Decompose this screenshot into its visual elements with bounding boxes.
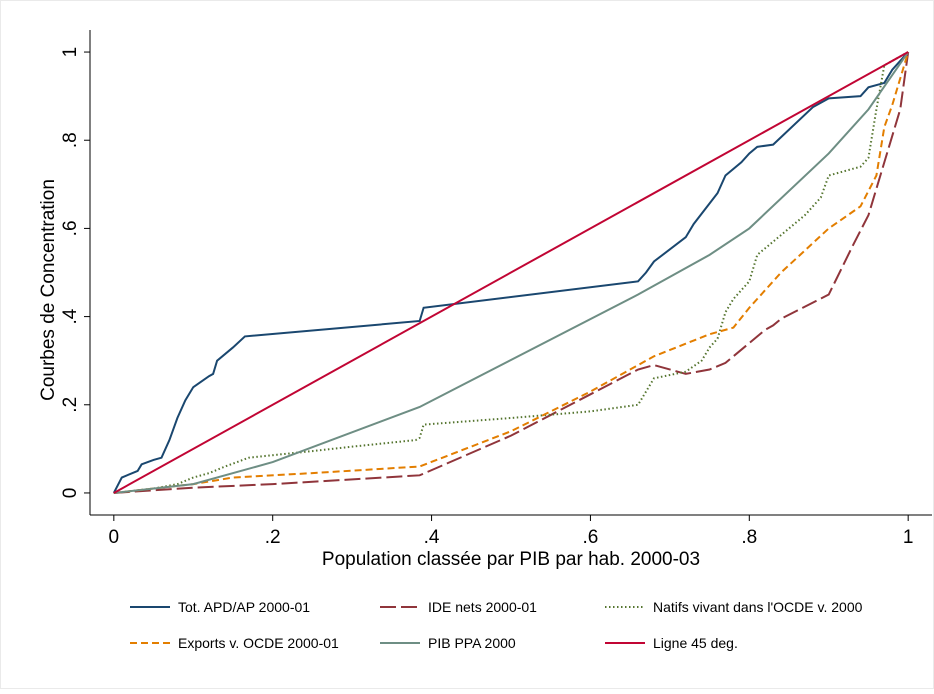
series-line	[112, 51, 909, 494]
x-axis-title: Population classée par PIB par hab. 2000…	[322, 549, 700, 570]
series-line	[113, 51, 909, 494]
x-tick-label: 1	[903, 527, 914, 548]
x-tick-label: .4	[424, 527, 440, 548]
y-tick-label: 1	[60, 47, 81, 58]
legend-label: Tot. APD/AP 2000-01	[178, 599, 310, 615]
series-line	[113, 51, 910, 494]
x-tick-label: .8	[741, 527, 757, 548]
y-axis-title: Courbes de Concentration	[38, 179, 59, 401]
series-line	[113, 51, 910, 494]
legend-label: Ligne 45 deg.	[653, 635, 738, 651]
series-line	[113, 51, 909, 494]
y-tick-label: .2	[60, 397, 81, 413]
y-tick-label: .4	[60, 308, 81, 324]
y-tick-label: 0	[60, 488, 81, 499]
legend-label: Exports v. OCDE 2000-01	[178, 635, 339, 651]
x-tick-label: 0	[109, 527, 120, 548]
x-tick-label: .6	[583, 527, 599, 548]
x-tick-label: .2	[265, 527, 281, 548]
y-tick-label: .6	[60, 220, 81, 236]
y-tick-label: .8	[60, 132, 81, 148]
legend-label: PIB PPA 2000	[428, 635, 516, 651]
legend-label: Natifs vivant dans l'OCDE v. 2000	[653, 599, 863, 615]
legend-label: IDE nets 2000-01	[428, 599, 537, 615]
